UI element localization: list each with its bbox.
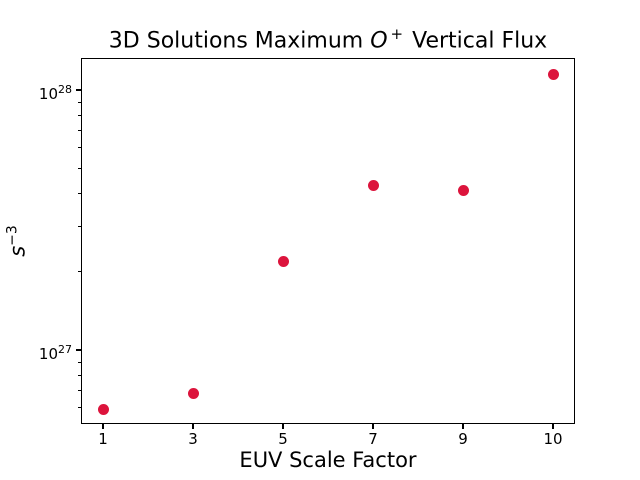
- x-tick-mark: [102, 424, 104, 429]
- data-point: [367, 179, 379, 191]
- y-minor-tick-mark: [78, 114, 81, 116]
- y-axis-label-symbol: s: [5, 245, 30, 257]
- x-tick-mark: [192, 424, 194, 429]
- chart-title: 3D Solutions Maximum O + Vertical Flux: [81, 25, 575, 53]
- y-tick-label-exponent: 27: [58, 343, 72, 357]
- x-tick-mark: [372, 424, 374, 429]
- y-major-tick-mark: [76, 89, 81, 91]
- x-tick-label: 9: [458, 430, 468, 448]
- x-tick-label: 5: [278, 430, 288, 448]
- y-tick-label: 1027: [22, 340, 72, 364]
- y-minor-tick-mark: [78, 225, 81, 227]
- x-axis-label: EUV Scale Factor: [239, 448, 417, 472]
- chart-title-text: 3D Solutions Maximum: [108, 28, 371, 54]
- y-tick-label-base: 10: [38, 85, 58, 104]
- y-minor-tick-mark: [78, 193, 81, 195]
- y-minor-tick-mark: [78, 407, 81, 409]
- x-tick-label: 1: [98, 430, 108, 448]
- y-major-tick-mark: [76, 349, 81, 351]
- chart-title-superscript: +: [390, 25, 404, 43]
- x-tick-label: 7: [368, 430, 378, 448]
- y-minor-tick-mark: [78, 147, 81, 149]
- y-minor-tick-mark: [78, 389, 81, 391]
- y-axis-label-superscript: −3: [4, 225, 21, 246]
- x-tick-mark: [282, 424, 284, 429]
- y-minor-tick-mark: [78, 167, 81, 169]
- x-tick-label: 3: [188, 430, 198, 448]
- y-minor-tick-mark: [78, 271, 81, 273]
- y-tick-label-base: 10: [38, 345, 58, 364]
- data-point: [457, 185, 469, 197]
- y-minor-tick-mark: [78, 129, 81, 131]
- x-tick-mark: [462, 424, 464, 429]
- y-minor-tick-mark: [78, 374, 81, 376]
- data-point: [187, 388, 199, 400]
- data-point: [547, 68, 559, 80]
- y-tick-label: 1028: [22, 80, 72, 104]
- data-point: [277, 255, 289, 267]
- data-point: [97, 404, 109, 416]
- chart-title-math-symbol: O: [370, 28, 388, 54]
- y-tick-label-exponent: 28: [58, 83, 72, 97]
- y-minor-tick-mark: [78, 101, 81, 103]
- x-tick-mark: [552, 424, 554, 429]
- chart-title-text-end: Vertical Flux: [405, 28, 548, 54]
- x-tick-label: 10: [543, 430, 563, 448]
- y-minor-tick-mark: [78, 361, 81, 363]
- plot-area: [81, 58, 575, 424]
- y-axis-label: s−3: [5, 225, 30, 257]
